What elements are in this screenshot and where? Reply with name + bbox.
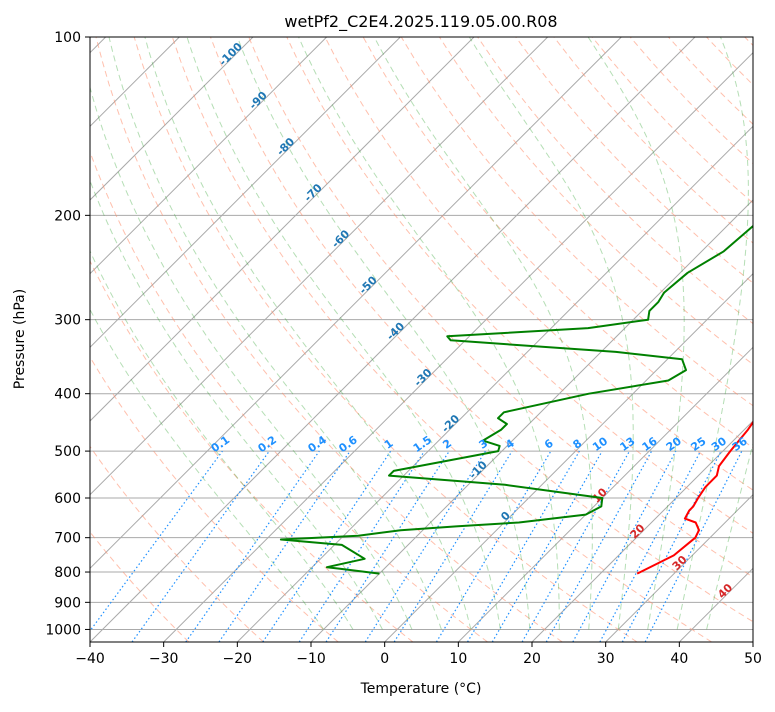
x-tick-label: −30 xyxy=(149,651,179,667)
x-tick-label: 10 xyxy=(449,651,467,667)
x-tick-label: −20 xyxy=(223,651,253,667)
y-tick-label: 800 xyxy=(54,565,81,581)
x-tick-label: 0 xyxy=(380,651,389,667)
x-tick-label: 30 xyxy=(597,651,615,667)
y-tick-label: 1000 xyxy=(45,622,81,638)
y-tick-label: 700 xyxy=(54,531,81,547)
x-tick-label: 40 xyxy=(670,651,688,667)
y-tick-label: 600 xyxy=(54,491,81,507)
y-tick-label: 400 xyxy=(54,387,81,403)
x-tick-label: −40 xyxy=(75,651,105,667)
y-tick-label: 100 xyxy=(54,30,81,46)
y-tick-label: 500 xyxy=(54,444,81,460)
y-tick-label: 900 xyxy=(54,595,81,611)
y-tick-label: 300 xyxy=(54,313,81,329)
y-axis-label: Pressure (hPa) xyxy=(12,289,28,389)
x-axis-label: Temperature (°C) xyxy=(360,681,482,697)
chart-title: wetPf2_C2E4.2025.119.05.00.R08 xyxy=(284,12,557,32)
x-tick-label: −10 xyxy=(296,651,326,667)
y-tick-label: 200 xyxy=(54,208,81,224)
x-tick-label: 20 xyxy=(523,651,541,667)
x-tick-label: 50 xyxy=(744,651,762,667)
